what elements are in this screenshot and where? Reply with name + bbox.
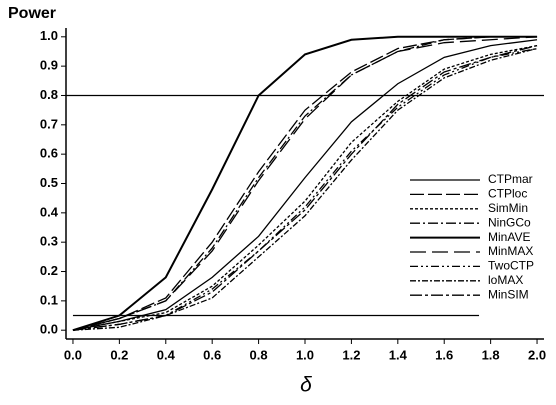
y-tick-label: 0.3: [40, 234, 58, 249]
x-axis-label: δ: [300, 374, 312, 397]
series-line: [72, 36, 538, 331]
y-tick-label: 0.0: [40, 322, 58, 337]
y-tick-label: 0.8: [40, 87, 58, 102]
y-tick-label: 0.2: [40, 263, 58, 278]
x-tick-label: 0.4: [157, 347, 176, 362]
x-tick-label: 1.6: [435, 347, 453, 362]
y-tick-label: 0.5: [40, 175, 58, 190]
y-axis-label: Power: [8, 5, 56, 22]
x-tick-label: 0.8: [250, 347, 268, 362]
series-line: [72, 39, 538, 331]
x-tick-label: 0.2: [110, 347, 128, 362]
x-tick-label: 1.0: [296, 347, 314, 362]
legend-label: TwoCTP: [488, 259, 534, 273]
y-tick-label: 0.6: [40, 146, 58, 161]
y-tick-label: 0.1: [40, 292, 58, 307]
y-tick-label: 0.4: [40, 204, 59, 219]
series-line: [72, 44, 538, 331]
legend-label: MinAVE: [488, 230, 530, 244]
series-line: [72, 47, 538, 331]
legend-label: CTPloc: [488, 187, 527, 201]
x-tick-label: 0.6: [203, 347, 221, 362]
legend-label: CTPmar: [488, 172, 533, 186]
x-tick-label: 1.4: [389, 347, 408, 362]
legend-label: NinGCo: [488, 215, 531, 229]
series-line: [72, 47, 538, 331]
x-tick-label: 1.2: [342, 347, 360, 362]
series-line: [72, 44, 538, 331]
y-tick-label: 0.9: [40, 58, 58, 73]
legend-label: loMAX: [488, 273, 523, 287]
series-line: [72, 36, 538, 331]
y-tick-label: 1.0: [40, 28, 58, 43]
legend-label: MinMAX: [488, 244, 533, 258]
series-line: [72, 36, 538, 331]
legend-label: MinSIM: [488, 287, 529, 301]
x-tick-label: 1.8: [482, 347, 500, 362]
y-tick-label: 0.7: [40, 116, 58, 131]
legend-label: SimMin: [488, 201, 528, 215]
series-line: [72, 35, 538, 332]
x-tick-label: 2.0: [528, 347, 546, 362]
x-tick-label: 0.0: [64, 347, 82, 362]
